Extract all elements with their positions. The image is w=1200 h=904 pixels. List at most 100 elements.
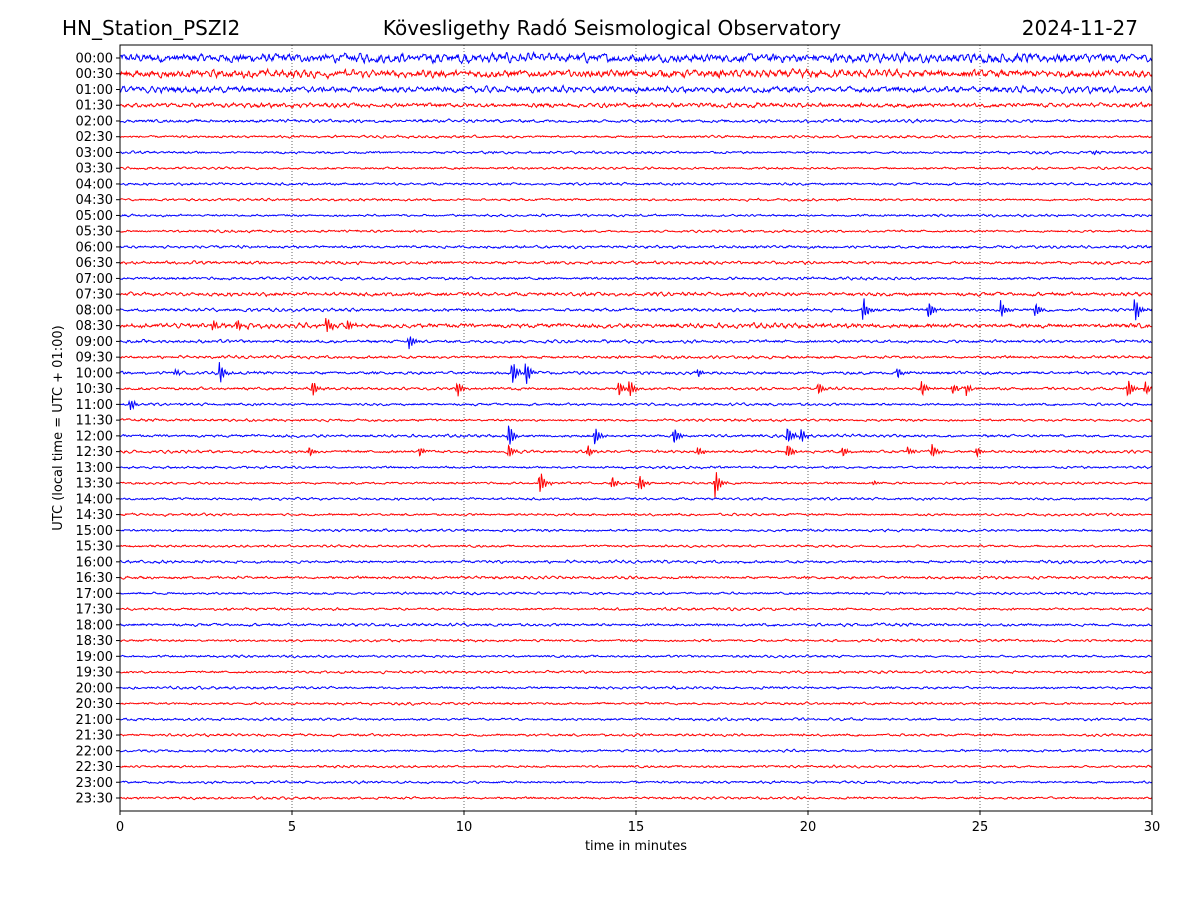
trace-0400 xyxy=(119,181,1153,187)
trace-1300 xyxy=(119,465,1153,470)
trace-2330 xyxy=(119,795,1153,801)
traces xyxy=(119,50,1153,801)
trace-2130 xyxy=(119,732,1153,738)
trace-1900 xyxy=(119,654,1152,659)
trace-2000 xyxy=(119,685,1153,691)
y-tick-label: 01:00 xyxy=(76,83,113,98)
y-tick-label: 10:00 xyxy=(76,366,113,381)
y-tick-label: 17:00 xyxy=(76,587,113,602)
y-tick-label: 11:30 xyxy=(76,414,113,429)
x-tick-label: 5 xyxy=(288,820,296,835)
x-tick-label: 25 xyxy=(972,820,989,835)
y-tick-label: 21:00 xyxy=(76,713,113,728)
y-tick-label: 16:00 xyxy=(76,555,113,570)
y-tick-label: 04:30 xyxy=(76,193,113,208)
y-tick-label: 23:30 xyxy=(76,792,113,807)
y-tick-label: 20:00 xyxy=(76,681,113,696)
trace-0030 xyxy=(119,67,1153,80)
trace-1930 xyxy=(119,669,1152,675)
x-tick-label: 0 xyxy=(116,820,124,835)
x-tick-label: 15 xyxy=(628,820,645,835)
trace-1700 xyxy=(119,591,1152,596)
trace-0100 xyxy=(119,84,1153,95)
station-title: HN_Station_PSZI2 xyxy=(62,16,240,40)
y-tick-label: 00:30 xyxy=(76,67,113,82)
y-tick-label: 07:30 xyxy=(76,288,113,303)
trace-1800 xyxy=(119,622,1153,628)
y-axis: 00:0000:3001:0001:3002:0002:3003:0003:30… xyxy=(76,52,120,807)
y-tick-label: 16:30 xyxy=(76,571,113,586)
trace-0900 xyxy=(119,336,1152,350)
y-tick-label: 06:00 xyxy=(76,240,113,255)
y-tick-label: 00:00 xyxy=(76,52,113,67)
y-tick-label: 18:30 xyxy=(76,634,113,649)
trace-2100 xyxy=(119,716,1152,722)
y-tick-label: 14:30 xyxy=(76,508,113,523)
trace-2300 xyxy=(119,780,1153,785)
y-tick-label: 09:30 xyxy=(76,351,113,366)
x-tick-label: 30 xyxy=(1144,820,1161,835)
y-tick-label: 15:30 xyxy=(76,540,113,555)
y-tick-label: 07:00 xyxy=(76,272,113,287)
y-tick-label: 06:30 xyxy=(76,256,113,271)
y-tick-label: 10:30 xyxy=(76,382,113,397)
y-tick-label: 01:30 xyxy=(76,99,113,114)
trace-0730 xyxy=(119,291,1153,298)
trace-0230 xyxy=(119,134,1152,139)
trace-0700 xyxy=(119,275,1152,281)
trace-2030 xyxy=(119,701,1152,706)
y-tick-label: 13:30 xyxy=(76,477,113,492)
trace-0800 xyxy=(119,298,1153,321)
y-tick-label: 12:30 xyxy=(76,445,113,460)
trace-1630 xyxy=(119,575,1152,581)
trace-0430 xyxy=(119,197,1152,202)
x-axis: 0 5 10 15 20 25 30 xyxy=(116,811,1160,835)
trace-0600 xyxy=(119,244,1152,250)
trace-0930 xyxy=(119,354,1152,360)
trace-1730 xyxy=(119,606,1153,612)
y-tick-label: 21:30 xyxy=(76,729,113,744)
trace-1600 xyxy=(119,559,1153,565)
trace-0000 xyxy=(119,50,1153,65)
trace-1030 xyxy=(119,380,1153,397)
trace-1430 xyxy=(119,512,1152,517)
y-tick-label: 11:00 xyxy=(76,398,113,413)
y-tick-label: 03:30 xyxy=(76,162,113,177)
trace-0500 xyxy=(119,213,1153,218)
y-tick-label: 14:00 xyxy=(76,492,113,507)
y-tick-label: 19:00 xyxy=(76,650,113,665)
trace-1400 xyxy=(120,496,1152,502)
trace-1500 xyxy=(120,528,1153,533)
trace-0130 xyxy=(119,101,1153,109)
y-tick-label: 09:00 xyxy=(76,335,113,350)
trace-0200 xyxy=(119,118,1153,124)
y-axis-label: UTC (local time = UTC + 01:00) xyxy=(51,325,66,530)
trace-1100 xyxy=(119,399,1153,411)
y-tick-label: 13:00 xyxy=(76,461,113,476)
trace-0830 xyxy=(119,318,1152,333)
chart-title: Kövesligethy Radó Seismological Observat… xyxy=(383,16,841,40)
y-tick-label: 03:00 xyxy=(76,146,113,161)
y-tick-label: 22:30 xyxy=(76,760,113,775)
trace-1130 xyxy=(119,418,1153,423)
trace-1000 xyxy=(119,362,1153,384)
trace-2230 xyxy=(119,764,1153,769)
trace-0300 xyxy=(119,149,1153,156)
x-tick-label: 10 xyxy=(456,820,473,835)
y-tick-label: 18:00 xyxy=(76,618,113,633)
trace-2200 xyxy=(119,748,1152,753)
y-tick-label: 05:00 xyxy=(76,209,113,224)
y-tick-label: 22:00 xyxy=(76,744,113,759)
y-tick-label: 12:00 xyxy=(76,429,113,444)
y-tick-label: 02:00 xyxy=(76,114,113,129)
trace-0330 xyxy=(119,166,1152,171)
y-tick-label: 19:30 xyxy=(76,666,113,681)
y-tick-label: 23:00 xyxy=(76,776,113,791)
y-tick-label: 05:30 xyxy=(76,225,113,240)
y-tick-label: 17:30 xyxy=(76,603,113,618)
trace-1530 xyxy=(119,544,1153,549)
y-tick-label: 15:00 xyxy=(76,524,113,539)
y-tick-label: 20:30 xyxy=(76,697,113,712)
date-title: 2024-11-27 xyxy=(1022,16,1138,40)
